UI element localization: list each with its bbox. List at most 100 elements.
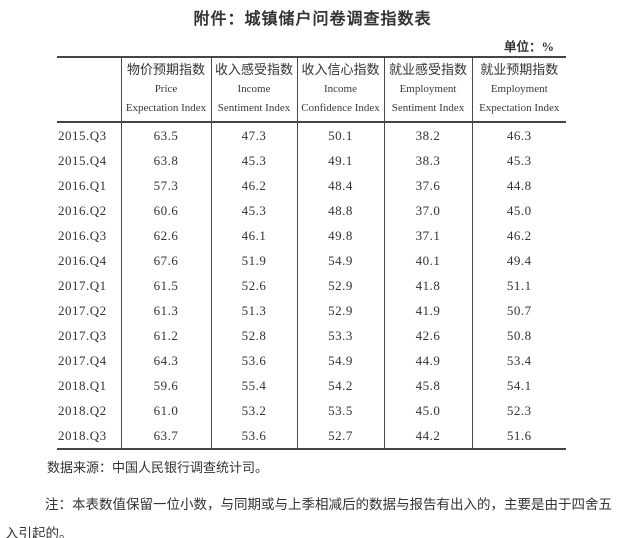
value-cell: 52.3 xyxy=(471,398,566,423)
value-cell: 48.8 xyxy=(296,198,384,223)
value-cell: 51.6 xyxy=(471,423,566,449)
value-cell: 44.2 xyxy=(383,423,472,449)
column-header-text: Expectation Index xyxy=(479,102,560,114)
table-row: 2015.Q3 63.5 47.3 50.1 38.2 46.3 xyxy=(57,122,566,148)
table-row: 2017.Q1 61.5 52.6 52.9 41.8 51.1 xyxy=(57,273,566,298)
table-row: 2017.Q2 61.3 51.3 52.9 41.9 50.7 xyxy=(57,298,566,323)
corner-cell xyxy=(57,57,121,123)
table-header: 物价预期指数 Price Expectation Index 收入感受指数 Income… xyxy=(57,57,566,123)
value-cell: 37.0 xyxy=(383,198,472,223)
table-row: 2016.Q2 60.6 45.3 48.8 37.0 45.0 xyxy=(57,198,566,223)
value-cell: 63.8 xyxy=(120,148,211,173)
value-cell: 44.8 xyxy=(471,173,566,198)
value-cell: 50.1 xyxy=(296,122,384,148)
value-cell: 53.3 xyxy=(296,323,384,348)
value-cell: 52.6 xyxy=(210,273,297,298)
value-cell: 49.4 xyxy=(471,248,566,273)
column-header-text: Confidence Index xyxy=(301,102,380,114)
table-row: 2017.Q3 61.2 52.8 53.3 42.6 50.8 xyxy=(57,323,566,348)
data-source-line: 数据来源：中国人民银行调查统计司。 xyxy=(47,460,269,475)
period-cell: 2017.Q4 xyxy=(58,353,107,368)
value-cell: 59.6 xyxy=(120,373,211,398)
period-cell: 2016.Q3 xyxy=(58,228,107,243)
value-cell: 54.9 xyxy=(296,248,384,273)
table-row: 2017.Q4 64.3 53.6 54.9 44.9 53.4 xyxy=(57,348,566,373)
column-header: 物价预期指数 Price Expectation Index xyxy=(120,57,211,123)
value-cell: 46.3 xyxy=(471,122,566,148)
column-header-text: Employment xyxy=(490,83,548,95)
column-header-text: 收入感受指数 xyxy=(214,62,293,77)
value-cell: 61.0 xyxy=(120,398,211,423)
value-cell: 45.3 xyxy=(210,148,297,173)
value-cell: 50.8 xyxy=(471,323,566,348)
period-cell: 2017.Q3 xyxy=(58,328,107,343)
value-cell: 51.1 xyxy=(471,273,566,298)
value-cell: 50.7 xyxy=(471,298,566,323)
period-cell: 2016.Q2 xyxy=(58,203,107,218)
value-cell: 41.8 xyxy=(383,273,472,298)
period-cell: 2016.Q1 xyxy=(58,178,107,193)
period-cell: 2018.Q2 xyxy=(58,403,107,418)
column-header-text: Price xyxy=(154,83,178,95)
header-row: 物价预期指数 Price Expectation Index 收入感受指数 Income… xyxy=(57,57,566,123)
value-cell: 49.8 xyxy=(296,223,384,248)
value-cell: 54.9 xyxy=(296,348,384,373)
value-cell: 47.3 xyxy=(210,122,297,148)
value-cell: 45.0 xyxy=(383,398,472,423)
value-cell: 54.2 xyxy=(296,373,384,398)
value-cell: 67.6 xyxy=(120,248,211,273)
value-cell: 57.3 xyxy=(120,173,211,198)
period-cell: 2017.Q1 xyxy=(58,278,107,293)
value-cell: 54.1 xyxy=(471,373,566,398)
value-cell: 53.6 xyxy=(210,348,297,373)
column-header: 收入信心指数 Income Confidence Index xyxy=(296,57,384,123)
column-header-text: Sentiment Index xyxy=(391,102,465,114)
value-cell: 37.1 xyxy=(383,223,472,248)
value-cell: 64.3 xyxy=(120,348,211,373)
value-cell: 63.7 xyxy=(120,423,211,449)
value-cell: 44.9 xyxy=(383,348,472,373)
value-cell: 52.9 xyxy=(296,273,384,298)
value-cell: 49.1 xyxy=(296,148,384,173)
column-header-text: 物价预期指数 xyxy=(126,62,205,77)
footnote: 注：本表数值保留一位小数，与同期或与上季相减后的数据与报告有出入的，主要是由于四… xyxy=(5,497,612,538)
unit-label: 单位：% xyxy=(503,40,554,54)
value-cell: 53.4 xyxy=(471,348,566,373)
table-row: 2016.Q3 62.6 46.1 49.8 37.1 46.2 xyxy=(57,223,566,248)
table-row: 2015.Q4 63.8 45.3 49.1 38.3 45.3 xyxy=(57,148,566,173)
value-cell: 55.4 xyxy=(210,373,297,398)
value-cell: 52.7 xyxy=(296,423,384,449)
column-header-text: Income xyxy=(237,83,271,95)
table-row: 2018.Q1 59.6 55.4 54.2 45.8 54.1 xyxy=(57,373,566,398)
value-cell: 61.3 xyxy=(120,298,211,323)
column-header-text: Sentiment Index xyxy=(217,102,291,114)
column-header: 就业预期指数 Employment Expectation Index xyxy=(471,57,566,123)
value-cell: 38.3 xyxy=(383,148,472,173)
value-cell: 51.9 xyxy=(210,248,297,273)
value-cell: 46.2 xyxy=(471,223,566,248)
value-cell: 60.6 xyxy=(120,198,211,223)
column-header-text: 就业预期指数 xyxy=(480,62,559,77)
value-cell: 42.6 xyxy=(383,323,472,348)
table-zone: 单位：% 物价预期指数 Price Expectation Index 收入感受指数 I… xyxy=(57,40,566,450)
column-header-text: Expectation Index xyxy=(125,102,207,114)
value-cell: 45.3 xyxy=(210,198,297,223)
column-header: 就业感受指数 Employment Sentiment Index xyxy=(383,57,472,123)
table-row: 2016.Q4 67.6 51.9 54.9 40.1 49.4 xyxy=(57,248,566,273)
column-header-text: 就业感受指数 xyxy=(388,62,467,77)
value-cell: 63.5 xyxy=(120,122,211,148)
page-title: 附件：城镇储户问卷调查指数表 xyxy=(193,11,432,28)
period-cell: 2016.Q4 xyxy=(58,253,107,268)
column-header-text: Employment xyxy=(399,83,457,95)
value-cell: 52.9 xyxy=(296,298,384,323)
period-cell: 2018.Q1 xyxy=(58,378,107,393)
value-cell: 62.6 xyxy=(120,223,211,248)
value-cell: 48.4 xyxy=(296,173,384,198)
value-cell: 52.8 xyxy=(210,323,297,348)
value-cell: 46.2 xyxy=(210,173,297,198)
value-cell: 61.5 xyxy=(120,273,211,298)
column-header: 收入感受指数 Income Sentiment Index xyxy=(210,57,297,123)
value-cell: 53.5 xyxy=(296,398,384,423)
table-body: 2015.Q3 63.5 47.3 50.1 38.2 46.3 2015.Q4 63.8 45… xyxy=(57,122,566,449)
